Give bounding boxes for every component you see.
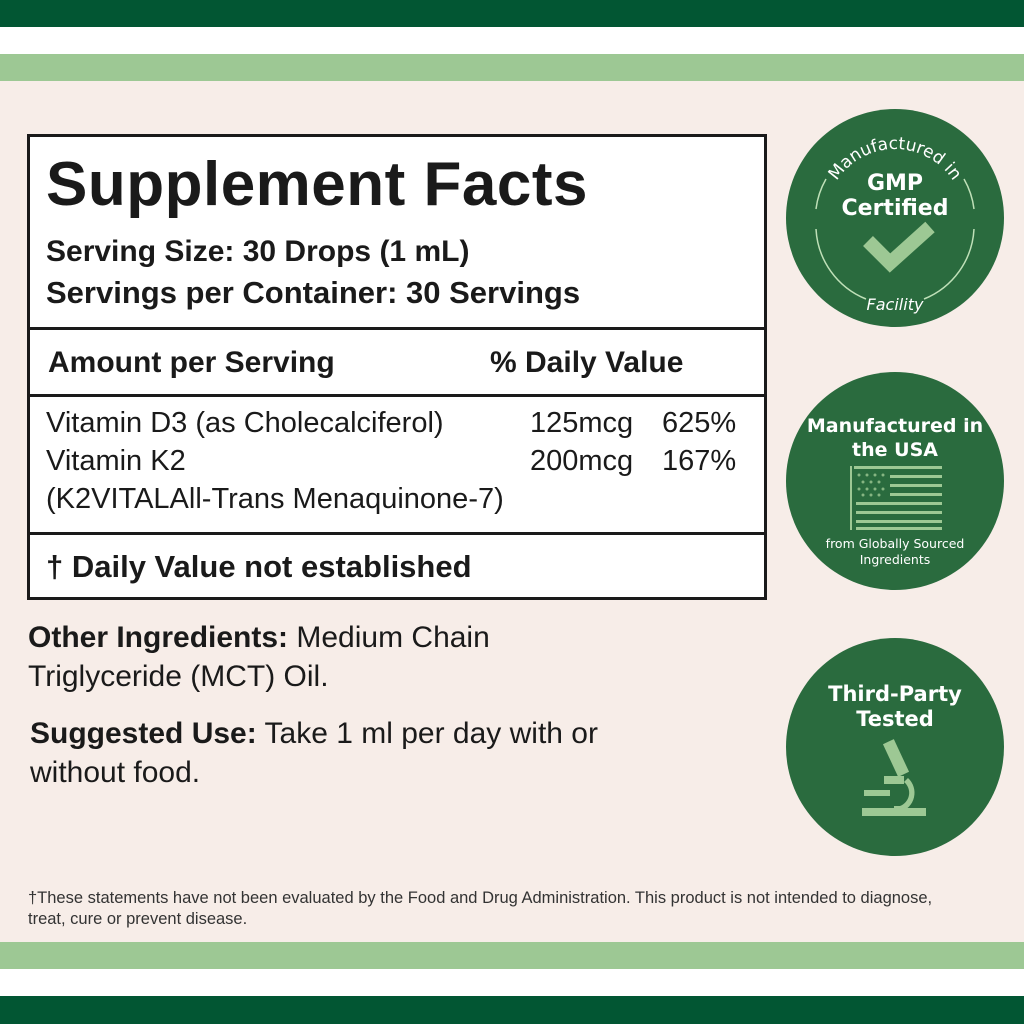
bottom-light-band [0, 942, 1024, 969]
badge-bottom-text: from Globally Sourced Ingredients [825, 536, 965, 567]
nutrient-amount: 125mcg [530, 407, 634, 439]
servings-per-container: Servings per Container: 30 Servings [46, 275, 581, 310]
microscope-icon [862, 739, 926, 816]
other-ingredients-text: Medium Chain Triglyceride (MCT) Oil. [28, 621, 490, 693]
bottom-dark-band [0, 996, 1024, 1024]
gmp-badge: Manufactured in GMP Certified Facility [786, 109, 1004, 327]
nutrient-rows: Vitamin D3 (as Cholecalciferol) 125mcg 6… [30, 397, 764, 535]
nutrient-amount: 200mcg [530, 445, 634, 477]
fda-disclaimer: †These statements have not been evaluate… [28, 889, 933, 928]
amount-header: Amount per Serving [48, 346, 335, 379]
badge-bottom-text: Facility [866, 295, 924, 314]
nutrient-dv: 167% [662, 445, 737, 477]
top-dark-band [0, 0, 1024, 27]
bottom-white-band [0, 969, 1024, 996]
checkmark-icon [863, 221, 935, 273]
facts-header: Supplement Facts Serving Size: 30 Drops … [30, 137, 764, 330]
dv-header: % Daily Value [490, 346, 684, 379]
dv-footnote: † Daily Value not established [46, 549, 472, 584]
other-ingredients-label: Other Ingredients: [28, 621, 289, 654]
facts-title: Supplement Facts [46, 150, 588, 219]
third-party-badge: Third-Party Tested [786, 638, 1004, 856]
badge-title: Manufactured in the USA [806, 415, 984, 461]
badge-title: Third-Party Tested [828, 682, 962, 731]
top-light-band [0, 54, 1024, 81]
nutrient-dv: 625% [662, 407, 737, 439]
serving-size: Serving Size: 30 Drops (1 mL) [46, 235, 470, 268]
nutrient-name: Vitamin D3 (as Cholecalciferol) [46, 407, 444, 439]
supplement-facts-panel: Supplement Facts Serving Size: 30 Drops … [27, 134, 767, 600]
suggested-use-label: Suggested Use: [30, 717, 257, 750]
usa-badge: Manufactured in the USA from Globally So… [786, 372, 1004, 590]
suggested-use: Suggested Use: Take 1 ml per day with or… [30, 714, 680, 792]
top-white-band [0, 27, 1024, 54]
nutrient-name: Vitamin K2 [46, 445, 186, 477]
suggested-use-text: Take 1 ml per day with or without food. [30, 717, 598, 789]
badge-ring: Manufactured in [815, 134, 975, 300]
us-flag-icon [850, 466, 942, 530]
other-ingredients: Other Ingredients: Medium Chain Triglyce… [28, 618, 628, 696]
nutrient-name: (K2VITALAll-Trans Menaquinone-7) [46, 483, 504, 515]
amount-header-row: Amount per Serving % Daily Value [30, 330, 764, 397]
badge-title: GMP Certified [841, 171, 949, 221]
